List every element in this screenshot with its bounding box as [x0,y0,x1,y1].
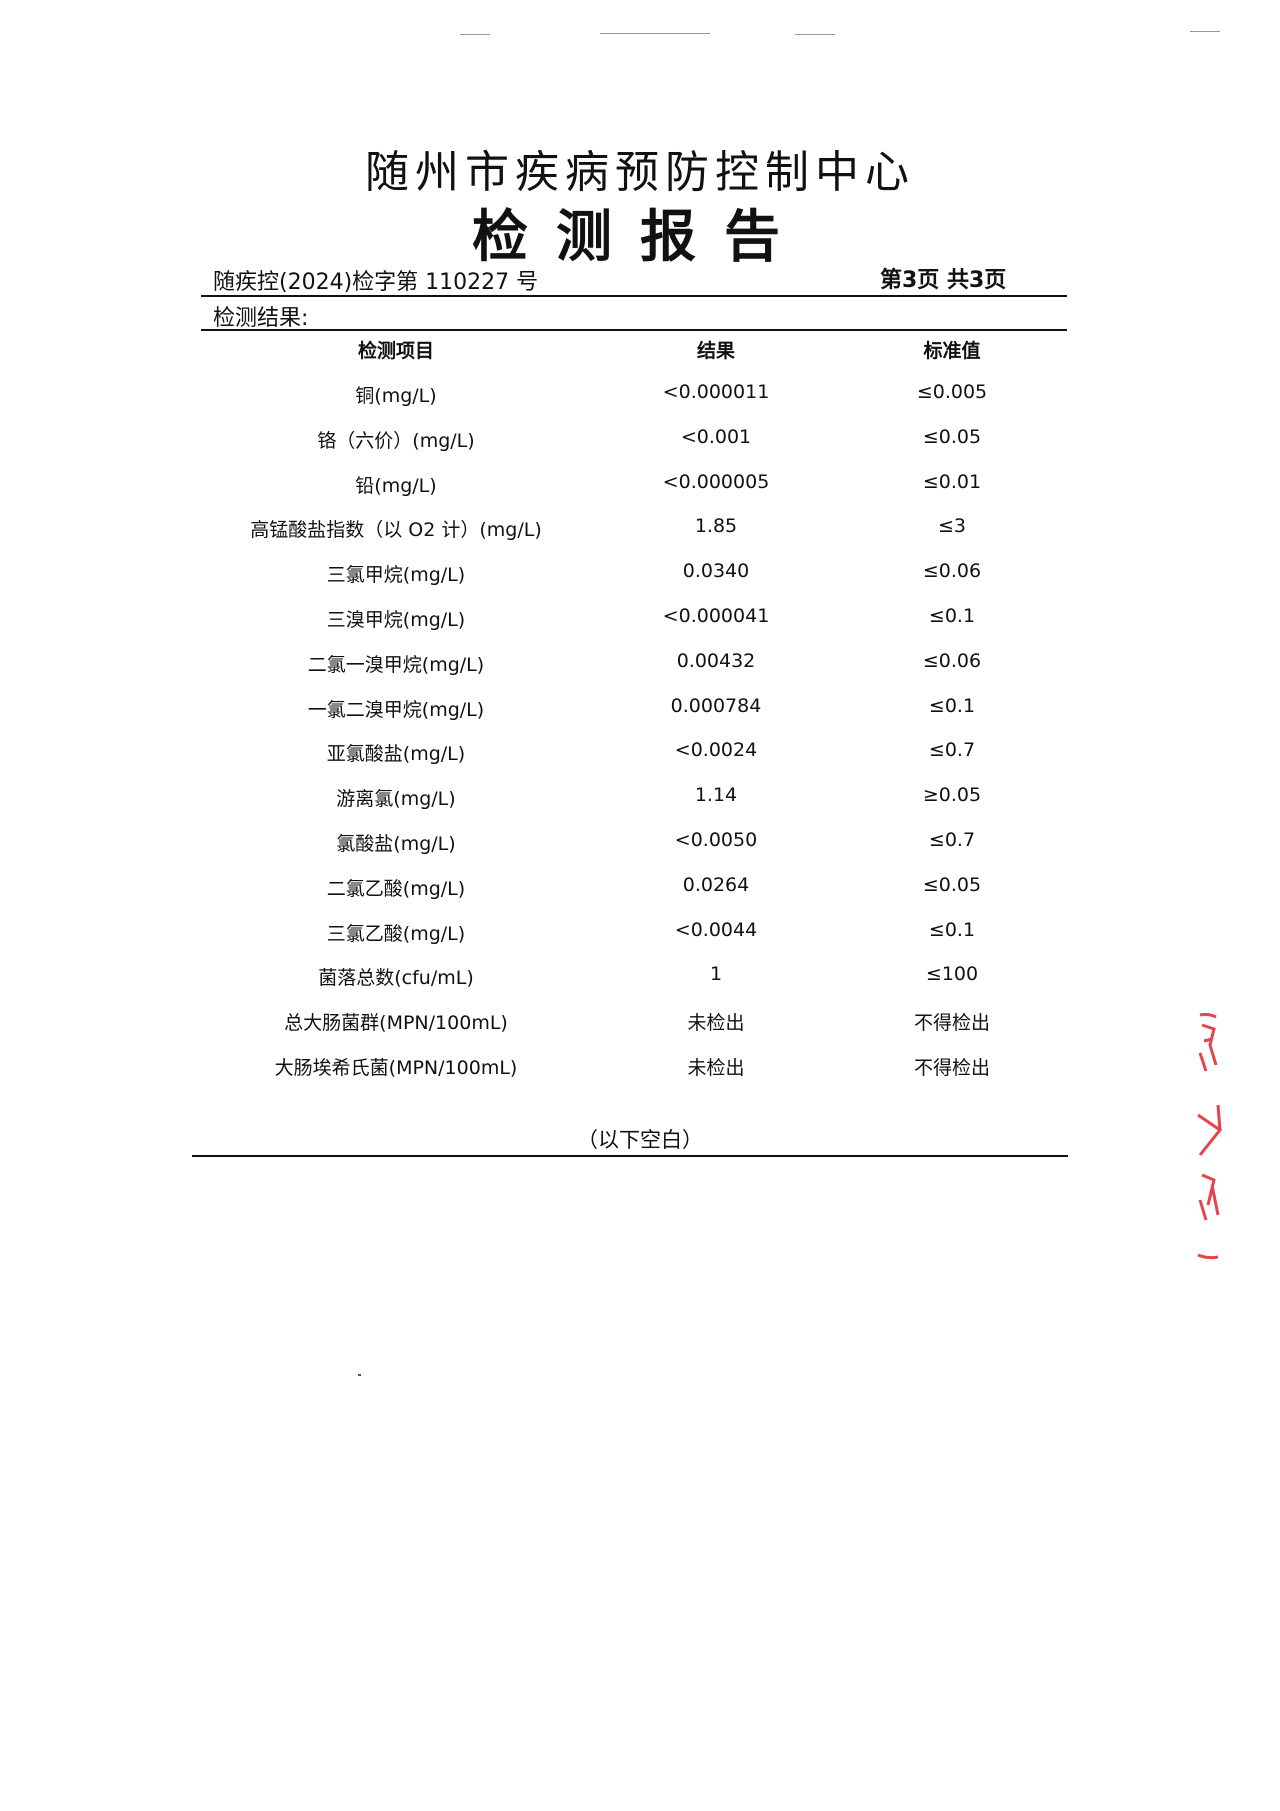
page-info: 第3页 共3页 [880,268,1007,293]
result-cell: 1 [709,963,723,986]
table-bottom-divider [192,1155,1068,1157]
standard-cell: ≤0.1 [928,694,976,717]
standard-cell: 不得检出 [913,1012,990,1035]
standard-cell: ≤0.05 [922,873,982,896]
scan-mark [1190,31,1220,32]
item-cell: 铅(mg/L) [355,474,437,497]
standard-cell: ≤0.7 [928,739,976,762]
standard-cell: ≤0.05 [922,425,982,448]
item-cell: 氯酸盐(mg/L) [336,833,456,855]
result-cell: <0.001 [680,425,752,448]
item-cell: 一氯二溴甲烷(mg/L) [307,698,485,721]
result-cell: <0.000041 [662,605,770,627]
result-cell: <0.0024 [674,739,758,762]
standard-cell: ≤0.005 [916,381,988,403]
column-header-item: 检测项目 [357,340,434,362]
result-cell: 0.000784 [670,694,762,717]
header-divider [201,295,1067,297]
standard-cell: ≤0.06 [922,560,982,583]
result-cell: 1.85 [694,515,738,538]
end-note: （以下空白） [577,1128,703,1152]
section-label: 检测结果: [213,306,309,331]
column-header-standard: 标准值 [923,340,981,362]
scan-mark [460,34,490,35]
item-cell: 三溴甲烷(mg/L) [326,609,466,631]
standard-cell: 不得检出 [913,1057,990,1079]
scan-mark [600,33,710,34]
item-cell: 二氯乙酸(mg/L) [326,877,466,900]
standard-cell: ≥0.05 [922,784,982,807]
result-cell: 未检出 [687,1057,745,1079]
result-cell: 0.0264 [682,873,750,896]
standard-cell: ≤100 [925,963,979,986]
item-cell: 高锰酸盐指数（以 O2 计）(mg/L) [250,519,542,542]
item-cell: 总大肠菌群(MPN/100mL) [284,1012,508,1035]
standard-cell: ≤0.7 [928,829,976,851]
item-cell: 亚氯酸盐(mg/L) [326,743,466,766]
standard-cell: ≤0.01 [922,470,982,493]
item-cell: 三氯乙酸(mg/L) [326,922,466,945]
standard-cell: ≤3 [937,515,966,538]
official-seal-stamp [1197,1012,1223,1260]
result-cell: 未检出 [687,1012,745,1035]
item-cell: 菌落总数(cfu/mL) [318,967,474,990]
table-top-divider [201,329,1067,331]
result-cell: <0.0044 [674,918,758,941]
column-header-result: 结果 [696,340,735,362]
standard-cell: ≤0.1 [928,605,976,627]
item-cell: 二氯一溴甲烷(mg/L) [307,653,485,676]
item-cell: 游离氯(mg/L) [336,788,456,811]
scan-speck [358,1374,361,1376]
item-cell: 三氯甲烷(mg/L) [326,564,466,587]
item-cell: 大肠埃希氏菌(MPN/100mL) [274,1057,518,1079]
item-cell: 铜(mg/L) [355,385,437,407]
item-cell: 铬（六价）(mg/L) [317,429,475,452]
standard-cell: ≤0.06 [922,649,982,672]
result-cell: <0.000005 [662,470,770,493]
result-cell: <0.000011 [662,381,770,403]
result-cell: <0.0050 [674,829,758,851]
scan-mark [795,34,835,35]
standard-cell: ≤0.1 [928,918,976,941]
result-cell: 0.0340 [682,560,750,583]
result-cell: 0.00432 [676,649,756,672]
report-title: 检测报告 [472,204,808,270]
organization-name: 随州市疾病预防控制中心 [365,147,915,198]
report-number: 随疾控(2024)检字第 110227 号 [213,270,539,295]
result-cell: 1.14 [694,784,738,807]
